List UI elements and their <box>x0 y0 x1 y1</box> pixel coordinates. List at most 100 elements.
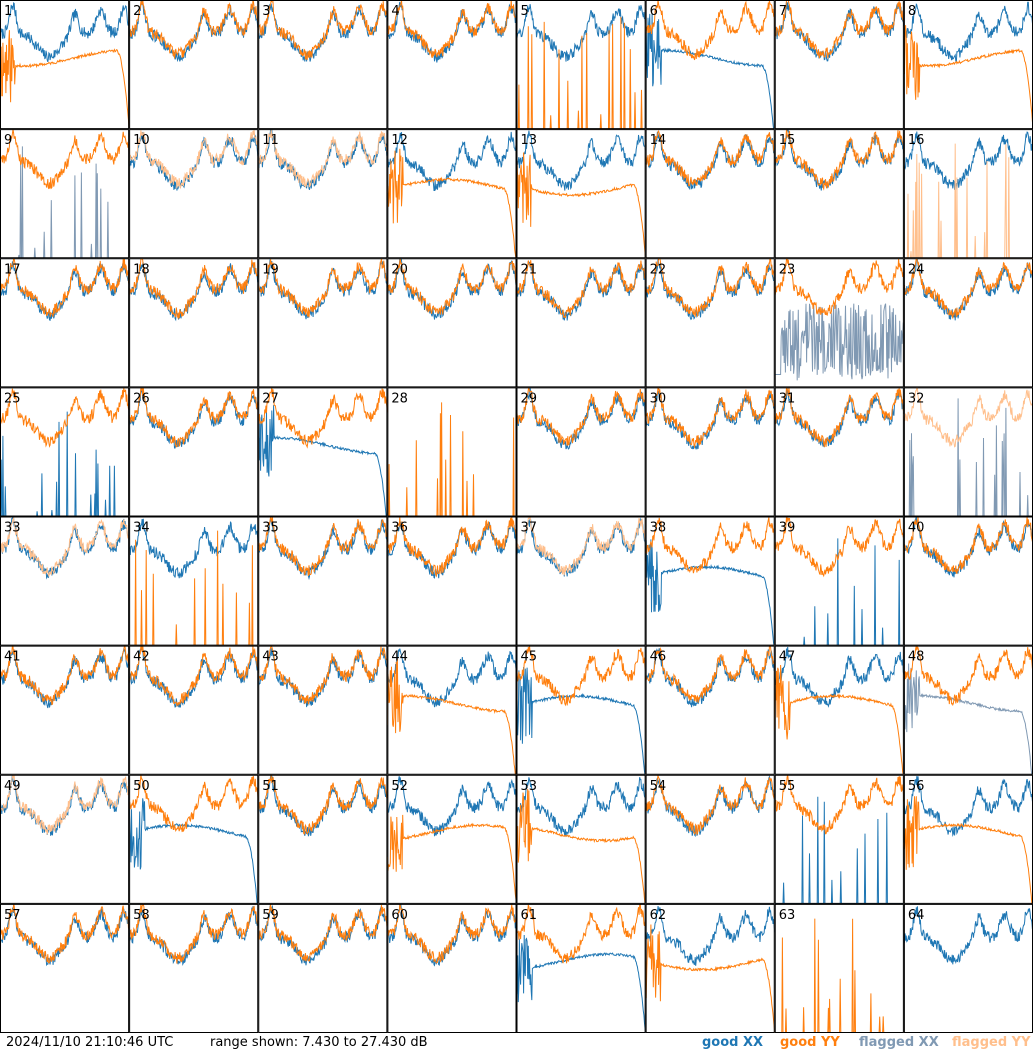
panel-31: 31 <box>774 387 904 517</box>
panel-frame <box>516 129 646 259</box>
panel-frame <box>258 903 388 1033</box>
legend-good-yy: good YY <box>780 1035 840 1050</box>
panel-39: 39 <box>774 516 904 646</box>
panel-frame <box>258 774 388 904</box>
series-xx-line <box>129 798 259 904</box>
panel-frame <box>0 0 130 130</box>
panel-25: 25 <box>0 387 130 517</box>
panel-frame <box>645 774 775 904</box>
series-yy-line <box>258 774 388 836</box>
panel-number-label: 16 <box>908 133 925 148</box>
legend-flagged-xx: flagged XX <box>859 1035 939 1050</box>
panel-24: 24 <box>903 258 1033 388</box>
panel-frame <box>516 645 646 775</box>
panel-frame <box>129 387 259 517</box>
series-xx-line <box>903 663 1033 775</box>
panel-26: 26 <box>129 387 259 517</box>
panel-59: 59 <box>258 903 388 1033</box>
panel-number-label: 56 <box>908 779 925 794</box>
series-yy-line <box>774 0 904 59</box>
panel-frame <box>258 258 388 388</box>
panel-20: 20 <box>387 258 517 388</box>
panel-number-label: 47 <box>779 650 796 665</box>
series-yy-line <box>387 814 517 904</box>
panel-6: 6 <box>645 0 775 130</box>
panel-number-label: 35 <box>262 521 279 536</box>
series-yy-line <box>516 387 646 446</box>
series-xx-line <box>387 131 517 192</box>
panel-frame <box>645 903 775 1033</box>
panel-frame <box>387 258 517 388</box>
panel-15: 15 <box>774 129 904 259</box>
series-yy-line <box>645 924 775 1033</box>
series-yy-line <box>0 387 130 448</box>
series-yy-line <box>903 25 1033 128</box>
series-xx-line <box>903 906 1033 965</box>
panel-frame <box>903 129 1033 259</box>
panel-32: 32 <box>903 387 1033 517</box>
panel-49: 49 <box>0 774 130 904</box>
panel-number-label: 60 <box>391 908 408 923</box>
panel-frame <box>774 774 904 904</box>
panel-number-label: 44 <box>391 650 408 665</box>
panel-frame <box>258 645 388 775</box>
panel-frame <box>774 387 904 517</box>
panel-number-label: 14 <box>650 133 667 148</box>
panel-number-label: 23 <box>779 262 796 277</box>
panel-23: 23 <box>774 258 904 388</box>
panel-frame <box>774 258 904 388</box>
panel-46: 46 <box>645 645 775 775</box>
series-yy-line <box>129 387 259 448</box>
series-xx-line <box>387 776 517 837</box>
panel-frame <box>774 129 904 259</box>
panel-number-label: 15 <box>779 133 796 148</box>
series-xx-line <box>645 906 775 966</box>
panel-frame <box>258 516 388 646</box>
panel-10: 10 <box>129 129 259 259</box>
series-yy-line <box>516 645 646 707</box>
panel-number-label: 52 <box>391 779 408 794</box>
panel-frame <box>129 903 259 1033</box>
series-yy-line <box>516 903 646 964</box>
series-yy-line <box>774 387 904 447</box>
panel-40: 40 <box>903 516 1033 646</box>
legend-flagged-yy: flagged YY <box>952 1035 1031 1050</box>
panel-frame <box>387 645 517 775</box>
panel-44: 44 <box>387 645 517 775</box>
panel-number-label: 26 <box>133 391 150 406</box>
panel-4: 4 <box>387 0 517 130</box>
series-yy-line <box>903 516 1033 575</box>
series-yy-line <box>774 664 904 775</box>
panel-number-label: 4 <box>391 4 399 19</box>
panel-number-label: 3 <box>262 4 270 19</box>
panel-number-label: 53 <box>521 779 538 794</box>
panel-50: 50 <box>129 774 259 904</box>
panel-52: 52 <box>387 774 517 904</box>
timestamp-label: 2024/11/10 21:10:46 UTC <box>6 1035 174 1050</box>
panel-number-label: 20 <box>391 262 408 277</box>
panel-number-label: 57 <box>4 908 21 923</box>
panel-number-label: 32 <box>908 391 925 406</box>
panel-9: 9 <box>0 129 130 259</box>
series-yy-line <box>0 774 130 835</box>
series-xx-line <box>258 518 388 581</box>
series-yy-line <box>774 516 904 578</box>
panel-frame <box>387 0 517 130</box>
panel-62: 62 <box>645 903 775 1033</box>
panel-27: 27 <box>258 387 388 517</box>
panel-57: 57 <box>0 903 130 1033</box>
series-yy-line <box>129 0 259 59</box>
panel-19: 19 <box>258 258 388 388</box>
panel-frame <box>903 387 1033 517</box>
panel-number-label: 55 <box>779 779 796 794</box>
panel-number-label: 43 <box>262 650 279 665</box>
panel-2: 2 <box>129 0 259 130</box>
panel-frame <box>129 258 259 388</box>
panel-number-label: 27 <box>262 391 279 406</box>
panel-47: 47 <box>774 645 904 775</box>
series-yy-line <box>129 129 259 190</box>
panel-frame <box>903 903 1033 1033</box>
series-yy-line <box>0 645 130 706</box>
panel-frame <box>258 129 388 259</box>
